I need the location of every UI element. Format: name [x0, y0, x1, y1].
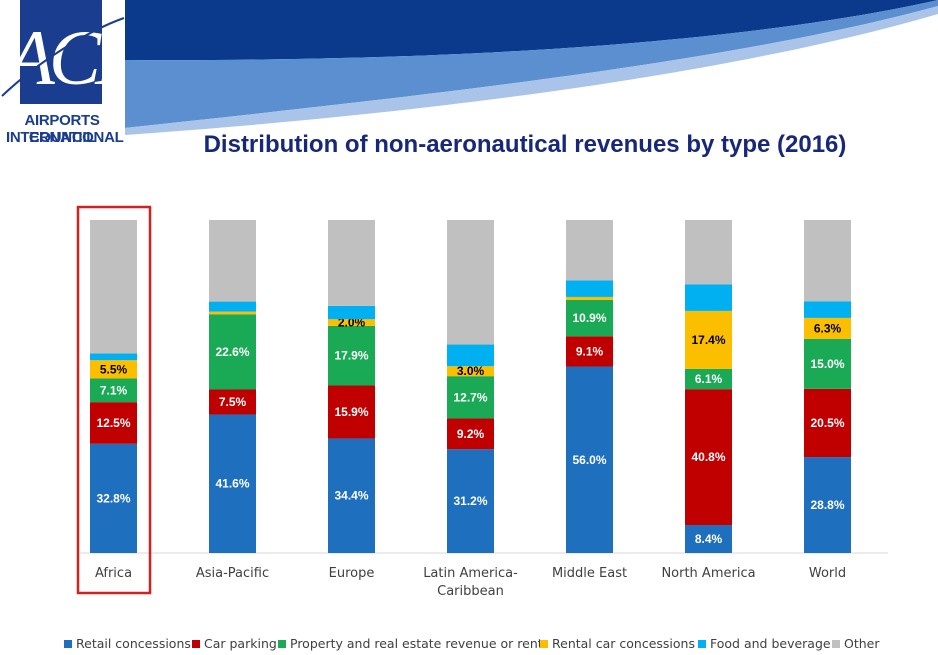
legend-swatch-property-and-real-estate-revenue-or-rent [278, 640, 286, 648]
legend-label-other: Other [844, 636, 880, 651]
legend-label-rental-car-concessions: Rental car concessions [552, 636, 695, 651]
bar-segment-rental-car-concessions [685, 310, 732, 369]
x-tick-label: Asia-Pacific [196, 566, 269, 581]
data-label: 12.5% [96, 416, 130, 430]
bar-segment-car-parking [566, 336, 613, 367]
aci-logo-mark: ACI [1, 0, 131, 104]
bar-segment-retail-concessions [328, 438, 375, 553]
legend-swatch-other [832, 640, 840, 648]
data-label: 34.4% [334, 489, 368, 503]
bar-segment-other [209, 220, 256, 302]
x-tick-label: North America [661, 566, 755, 581]
legend-label-car-parking: Car parking [204, 636, 277, 651]
chart-title: Distribution of non-aeronautical revenue… [203, 131, 847, 158]
data-label: 15.0% [810, 357, 844, 371]
bar-segment-retail-concessions [685, 525, 732, 553]
bar-segment-car-parking [804, 388, 851, 458]
data-label: 12.7% [453, 390, 487, 404]
legend-label-retail-concessions: Retail concessions [76, 636, 191, 651]
bar-segment-other [566, 220, 613, 281]
svg-text:ACI: ACI [2, 14, 125, 101]
bar-segment-property-and-real-estate-revenue-or-rent [209, 314, 256, 390]
legend-label-food-and-beverage: Food and beverage [710, 636, 831, 651]
data-label: 20.5% [810, 416, 844, 430]
bar-segment-property-and-real-estate-revenue-or-rent [685, 368, 732, 390]
bar-segment-rental-car-concessions [566, 296, 613, 300]
bar-segment-rental-car-concessions [447, 366, 494, 377]
bar-segment-food-and-beverage [90, 353, 137, 361]
bar-segment-other [804, 220, 851, 302]
bar-segment-retail-concessions [209, 414, 256, 553]
stacked-bar-chart: 32.8%12.5%7.1%5.5%Africa41.6%7.5%22.6%0.… [76, 205, 888, 599]
legend-swatch-food-and-beverage [698, 640, 706, 648]
legend-swatch-car-parking [192, 640, 200, 648]
africa-highlight-box [76, 205, 152, 595]
bar-segment-car-parking [447, 418, 494, 450]
data-label: 15.9% [334, 405, 368, 419]
data-label: 56.0% [572, 453, 606, 467]
bar-segment-other [447, 220, 494, 345]
data-label: 9.1% [576, 344, 604, 358]
x-tick-label: World [809, 566, 846, 581]
bar-segment-rental-car-concessions [804, 317, 851, 339]
chart-legend: Retail concessions Car parking Property an… [64, 636, 880, 651]
bar-segment-property-and-real-estate-revenue-or-rent [566, 299, 613, 337]
data-label: 8.4% [695, 532, 723, 546]
bar-segment-property-and-real-estate-revenue-or-rent [90, 378, 137, 403]
bar-segment-food-and-beverage [804, 301, 851, 318]
x-tick-label: Latin America- [423, 566, 518, 581]
legend-swatch-retail-concessions [64, 640, 72, 648]
bar-segment-property-and-real-estate-revenue-or-rent [804, 338, 851, 389]
bar-segment-retail-concessions [447, 449, 494, 553]
x-tick-label: Africa [95, 566, 132, 581]
header-banner [125, 0, 938, 135]
bar-segment-food-and-beverage [566, 280, 613, 297]
legend-swatch-rental-car-concessions [540, 640, 548, 648]
data-label: 10.9% [572, 311, 606, 325]
data-label: 6.1% [695, 372, 723, 386]
x-tick-label: Middle East [552, 566, 627, 581]
aci-logo: ACI AIRPORTS COUNCIL INTERNATIONAL [0, 0, 131, 150]
bar-segment-food-and-beverage [328, 305, 375, 320]
logo-text-line2: INTERNATIONAL [6, 129, 124, 146]
bar-segment-rental-car-concessions [90, 360, 137, 379]
x-tick-label: Caribbean [437, 584, 504, 599]
bar-segment-car-parking [209, 389, 256, 415]
data-label: 40.8% [691, 450, 725, 464]
data-label: 5.5% [100, 362, 128, 376]
data-label: 28.8% [810, 498, 844, 512]
data-label: 32.8% [96, 491, 130, 505]
bar-segment-property-and-real-estate-revenue-or-rent [328, 325, 375, 386]
x-tick-label: Europe [329, 566, 375, 581]
data-label: 3.0% [457, 364, 485, 378]
bar-segment-rental-car-concessions [328, 319, 375, 326]
bar-segment-food-and-beverage [209, 301, 256, 312]
bar-segment-car-parking [90, 402, 137, 444]
bar-segment-car-parking [328, 385, 375, 439]
bar-segment-retail-concessions [804, 457, 851, 553]
data-label: 9.2% [457, 427, 485, 441]
bar-segment-food-and-beverage [447, 344, 494, 367]
logo-text-line1: AIRPORTS COUNCIL [24, 112, 100, 146]
data-label: 22.6% [215, 345, 249, 359]
bar-segment-other [685, 220, 732, 285]
bar-segment-rental-car-concessions [209, 311, 256, 315]
bar-segment-car-parking [685, 389, 732, 526]
data-label: 17.4% [691, 333, 725, 347]
data-label: 7.1% [100, 383, 128, 397]
bar-segment-retail-concessions [566, 366, 613, 553]
bar-segment-other [328, 220, 375, 306]
data-label: 17.9% [334, 349, 368, 363]
bar-segment-property-and-real-estate-revenue-or-rent [447, 376, 494, 419]
data-label: 7.5% [219, 395, 247, 409]
legend-label-property-and-real-estate-revenue-or-rent: Property and real estate revenue or rent [290, 636, 543, 651]
bar-segment-food-and-beverage [685, 284, 732, 311]
bar-segment-retail-concessions [90, 443, 137, 553]
data-label: 41.6% [215, 477, 249, 491]
data-label: 6.3% [814, 321, 842, 335]
data-label: 31.2% [453, 494, 487, 508]
bar-segment-other [90, 220, 137, 354]
